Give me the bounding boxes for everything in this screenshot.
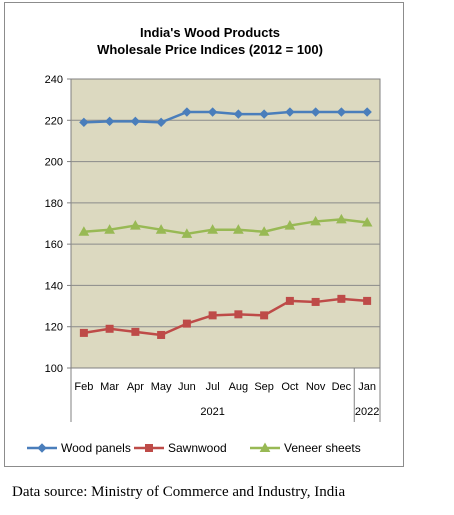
point-veneer-sheets-nov xyxy=(310,215,321,226)
point-wood-panels-apr xyxy=(130,116,141,127)
point-sawnwood-apr xyxy=(131,327,140,336)
legend-marker-wood-panels xyxy=(37,443,47,453)
point-sawnwood-may xyxy=(157,330,166,339)
point-sawnwood-dec xyxy=(337,294,346,303)
y-tick-label-220: 220 xyxy=(45,115,63,127)
x-tick-label-may: May xyxy=(151,381,172,393)
chart-title-line1: India's Wood Products xyxy=(140,25,280,40)
x-tick-label-nov: Nov xyxy=(306,381,326,393)
point-veneer-sheets-mar xyxy=(104,224,115,234)
point-sawnwood-jul xyxy=(208,311,217,320)
x-group-label-2022: 2022 xyxy=(355,406,379,418)
chart-frame: India's Wood Products Wholesale Price In… xyxy=(4,2,404,467)
point-veneer-sheets-aug xyxy=(233,224,244,234)
point-veneer-sheets-jun xyxy=(181,228,193,238)
x-tick-label-aug: Aug xyxy=(229,381,249,393)
plot-background xyxy=(70,78,381,369)
plot-area: 100 120 140 160 180 200 220 240 Feb Mar Apr May Jun J… xyxy=(45,74,381,422)
point-wood-panels-jun xyxy=(182,107,192,117)
point-veneer-sheets-may xyxy=(155,224,167,234)
point-sawnwood-jun xyxy=(182,319,191,328)
point-veneer-sheets-feb xyxy=(78,226,90,236)
point-veneer-sheets-oct xyxy=(284,220,296,230)
y-tick-label-200: 200 xyxy=(45,157,63,169)
point-wood-panels-oct xyxy=(285,107,295,117)
point-sawnwood-oct xyxy=(285,296,294,305)
point-wood-panels-sep xyxy=(259,109,269,119)
point-veneer-sheets-dec xyxy=(336,213,347,224)
series-line-veneer-sheets xyxy=(83,218,368,236)
data-source-caption: Data source: Ministry of Commerce and In… xyxy=(12,484,346,500)
x-tick-label-sep: Sep xyxy=(254,381,274,393)
x-tick-label-apr: Apr xyxy=(127,381,144,393)
chart-title-line2: Wholesale Price Indices (2012 = 100) xyxy=(97,42,323,57)
y-tick-label-120: 120 xyxy=(45,322,63,334)
point-veneer-sheets-jul xyxy=(207,224,218,234)
point-veneer-sheets-sep xyxy=(258,226,270,236)
point-wood-panels-feb xyxy=(79,117,89,128)
point-wood-panels-jul xyxy=(207,107,218,117)
x-tick-label-jul: Jul xyxy=(206,381,220,393)
point-sawnwood-aug xyxy=(234,310,243,319)
series-line-sawnwood xyxy=(83,297,368,337)
y-tick-label-100: 100 xyxy=(45,363,63,375)
point-sawnwood-feb xyxy=(79,328,88,337)
x-tick-label-jun: Jun xyxy=(178,381,196,393)
legend-marker-sawnwood xyxy=(145,444,153,452)
point-wood-panels-nov xyxy=(310,107,321,117)
point-wood-panels-aug xyxy=(233,109,244,119)
x-tick-label-feb: Feb xyxy=(74,381,93,393)
point-sawnwood-nov xyxy=(311,297,320,306)
y-tick-label-160: 160 xyxy=(45,239,63,251)
legend-label-wood-panels: Wood panels xyxy=(61,441,131,455)
point-wood-panels-mar xyxy=(104,116,115,127)
point-wood-panels-dec xyxy=(336,107,347,117)
x-tick-label-mar: Mar xyxy=(100,381,119,393)
point-wood-panels-may xyxy=(156,117,166,128)
x-group-label-2021: 2021 xyxy=(200,406,224,418)
legend-label-sawnwood: Sawnwood xyxy=(168,441,227,455)
legend-marker-veneer-sheets xyxy=(259,442,271,452)
x-tick-label-oct: Oct xyxy=(281,381,298,393)
point-sawnwood-sep xyxy=(260,311,269,320)
point-sawnwood-mar xyxy=(105,324,114,333)
chart-svg: India's Wood Products Wholesale Price In… xyxy=(27,25,381,455)
legend-label-veneer-sheets: Veneer sheets xyxy=(284,441,361,455)
y-tick-label-240: 240 xyxy=(45,74,63,86)
x-tick-label-jan: Jan xyxy=(358,381,376,393)
point-veneer-sheets-apr xyxy=(130,220,141,230)
y-tick-label-140: 140 xyxy=(45,280,63,292)
x-tick-label-dec: Dec xyxy=(332,381,352,393)
legend: Wood panels Sawnwood Veneer sheets xyxy=(27,441,361,455)
point-wood-panels-jan xyxy=(362,107,372,117)
point-veneer-sheets-jan xyxy=(361,216,373,227)
y-tick-label-180: 180 xyxy=(45,198,63,210)
point-sawnwood-jan xyxy=(363,296,372,305)
